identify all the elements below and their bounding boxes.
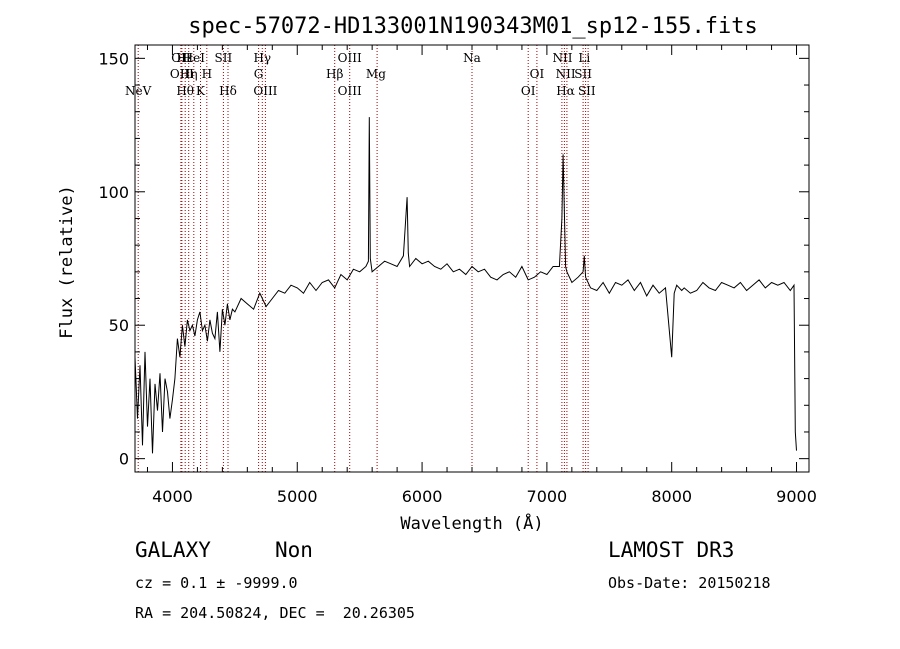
line-label-0: NeV xyxy=(125,84,152,98)
line-label-7: H xyxy=(202,67,212,81)
line-label-21: NII xyxy=(553,51,573,65)
line-label-12: G xyxy=(254,67,264,81)
x-axis-ticks: 4000 5000 6000 7000 8000 9000 xyxy=(146,45,817,506)
y-axis-ticks: 0 50 100 150 xyxy=(98,49,809,469)
line-label-11: Hγ xyxy=(253,51,271,65)
line-label-18: Na xyxy=(463,51,481,65)
line-label-9: SII xyxy=(215,51,233,65)
line-label-1: OII xyxy=(171,51,191,65)
line-label-23: Hα xyxy=(556,84,575,98)
x-tick-label-5000: 5000 xyxy=(277,487,318,506)
line-label-14: Hβ xyxy=(326,67,343,81)
line-label-5: Hη xyxy=(180,67,198,81)
y-tick-label-100: 100 xyxy=(98,183,129,202)
y-tick-label-0: 0 xyxy=(119,450,129,469)
line-label-25: SII xyxy=(574,67,592,81)
line-label-10: Hδ xyxy=(219,84,237,98)
y-axis-label: Flux (relative) xyxy=(57,185,77,339)
x-tick-label-4000: 4000 xyxy=(152,487,193,506)
redshift-readout: cz = 0.1 ± -9999.0 xyxy=(135,574,298,592)
obs-date: Obs-Date: 20150218 xyxy=(608,574,771,592)
coordinates: RA = 204.50824, DEC = 20.26305 xyxy=(135,604,415,622)
object-subclass: Non xyxy=(275,538,313,562)
series-spectrum xyxy=(134,117,797,454)
line-label-8: K xyxy=(196,84,206,98)
chart-title: spec-57072-HD133001N190343M01_sp12-155.f… xyxy=(188,14,758,39)
x-axis-label: Wavelength (Å) xyxy=(400,512,543,534)
spectrum-series xyxy=(134,117,797,454)
x-tick-label-7000: 7000 xyxy=(527,487,568,506)
survey-name: LAMOST DR3 xyxy=(608,538,735,562)
spectral-line-markers xyxy=(137,45,589,472)
x-tick-label-8000: 8000 xyxy=(651,487,692,506)
spectral-line-labels: NeV OII OIII Hε Hθ Hη HeI HK SII Hδ Hγ G OIII Hβ OIII O… xyxy=(125,51,596,98)
line-label-24: Li xyxy=(578,51,590,65)
object-class: GALAXY xyxy=(135,538,211,562)
line-label-3: Hε xyxy=(177,51,194,65)
line-label-4: Hθ xyxy=(176,84,194,98)
line-label-2: OIII xyxy=(170,67,194,81)
line-label-6: HeI xyxy=(183,51,206,65)
y-tick-label-150: 150 xyxy=(98,49,129,68)
line-label-19: OI xyxy=(530,67,545,81)
x-tick-label-6000: 6000 xyxy=(402,487,443,506)
line-label-15: OIII xyxy=(338,51,362,65)
line-label-17: Mg xyxy=(366,67,386,81)
line-label-20: OI xyxy=(521,84,536,98)
line-label-16: OIII xyxy=(338,84,362,98)
y-tick-label-50: 50 xyxy=(109,316,129,335)
line-label-13: OIII xyxy=(253,84,277,98)
x-tick-label-9000: 9000 xyxy=(776,487,817,506)
line-label-26: SII xyxy=(578,84,596,98)
line-label-22: NII xyxy=(556,67,576,81)
